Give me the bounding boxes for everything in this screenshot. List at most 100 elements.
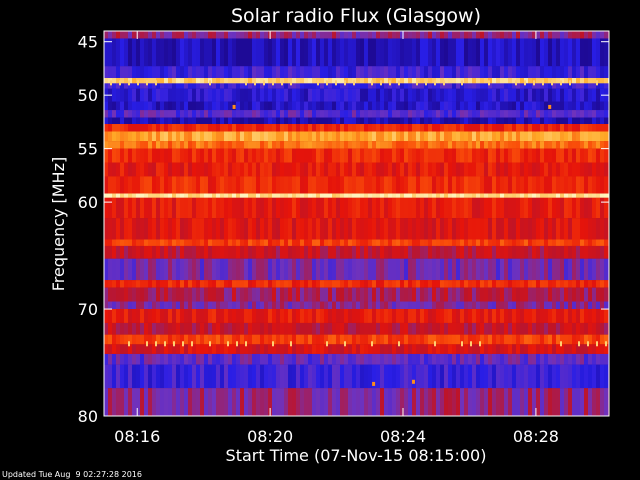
heatmap-cell: [420, 301, 424, 310]
heatmap-cell: [504, 78, 508, 84]
heatmap-cell: [592, 193, 596, 198]
heatmap-cell: [112, 124, 116, 132]
heatmap-cell: [452, 66, 456, 79]
heatmap-cell: [328, 239, 332, 246]
heatmap-cell: [180, 66, 184, 79]
heatmap-cell: [304, 322, 308, 335]
heatmap-cell: [576, 280, 580, 288]
heatmap-cell: [540, 218, 544, 240]
heatmap-cell: [568, 197, 572, 219]
heatmap-cell: [572, 309, 576, 323]
heatmap-cell: [220, 344, 224, 354]
heatmap-cell: [340, 258, 344, 281]
heatmap-cell: [448, 88, 452, 102]
heatmap-cell: [536, 38, 540, 67]
heatmap-cell: [528, 110, 532, 118]
heatmap-cell: [484, 66, 488, 79]
heatmap-cell: [564, 245, 568, 259]
heatmap-cell: [312, 344, 316, 354]
heatmap-cell: [396, 344, 400, 354]
heatmap-cell: [396, 353, 400, 365]
heatmap-cell: [236, 117, 240, 125]
heatmap-cell: [540, 280, 544, 288]
heatmap-cell: [588, 176, 592, 194]
heatmap-cell: [152, 124, 156, 132]
heatmap-cell: [352, 197, 356, 219]
heatmap-cell: [564, 322, 568, 335]
heatmap-cell: [176, 83, 180, 89]
heatmap-cell: [140, 301, 144, 310]
heatmap-cell: [316, 31, 320, 39]
heatmap-cell: [504, 334, 508, 345]
heatmap-cell: [132, 88, 136, 102]
heatmap-cell: [588, 344, 592, 354]
heatmap-cell: [248, 31, 252, 39]
heatmap-cell: [272, 31, 276, 39]
heatmap-cell: [408, 124, 412, 132]
heatmap-cell: [184, 301, 188, 310]
heatmap-cell: [104, 38, 108, 67]
heatmap-cell: [220, 309, 224, 323]
heatmap-cell: [124, 301, 128, 310]
heatmap-cell: [196, 344, 200, 354]
heatmap-cell: [352, 322, 356, 335]
heatmap-cell: [488, 239, 492, 246]
heatmap-cell: [288, 258, 292, 281]
heatmap-cell: [204, 301, 208, 310]
heatmap-cell: [528, 141, 532, 149]
heatmap-cell: [224, 31, 228, 39]
heatmap-cell: [500, 334, 504, 345]
heatmap-cell: [140, 334, 144, 345]
heatmap-cell: [356, 38, 360, 67]
heatmap-cell: [248, 117, 252, 125]
heatmap-cell: [604, 239, 608, 246]
heatmap-cell: [464, 280, 468, 288]
heatmap-cell: [296, 38, 300, 67]
heatmap-cell: [236, 239, 240, 246]
heatmap-cell: [500, 364, 504, 389]
heatmap-cell: [280, 88, 284, 102]
heatmap-cell: [380, 301, 384, 310]
heatmap-cell: [444, 388, 448, 416]
heatmap-cell: [400, 162, 404, 177]
heatmap-cell: [512, 31, 516, 39]
heatmap-cell: [200, 131, 204, 142]
heatmap-cell: [596, 176, 600, 194]
heatmap-cell: [416, 239, 420, 246]
heatmap-cell: [136, 218, 140, 240]
heatmap-cell: [300, 131, 304, 142]
heatmap-cell: [548, 141, 552, 149]
heatmap-cell: [324, 148, 328, 163]
heatmap-cell: [480, 344, 484, 354]
heatmap-cell: [344, 364, 348, 389]
spike-mark: [155, 341, 157, 347]
heatmap-cell: [444, 239, 448, 246]
heatmap-cell: [488, 110, 492, 118]
heatmap-cell: [308, 193, 312, 198]
heatmap-cell: [236, 124, 240, 132]
heatmap-cell: [240, 38, 244, 67]
heatmap-cell: [396, 309, 400, 323]
heatmap-cell: [148, 117, 152, 125]
heatmap-cell: [228, 245, 232, 259]
heatmap-cell: [420, 88, 424, 102]
heatmap-cell: [312, 301, 316, 310]
heatmap-cell: [416, 245, 420, 259]
heatmap-cell: [324, 258, 328, 281]
heatmap-cell: [280, 309, 284, 323]
heatmap-cell: [572, 334, 576, 345]
heatmap-cell: [272, 88, 276, 102]
heatmap-cell: [548, 124, 552, 132]
heatmap-cell: [496, 322, 500, 335]
heatmap-cell: [432, 83, 436, 89]
heatmap-cell: [512, 280, 516, 288]
heatmap-cell: [292, 88, 296, 102]
heatmap-cell: [144, 83, 148, 89]
heatmap-cell: [448, 218, 452, 240]
heatmap-cell: [212, 334, 216, 345]
heatmap-cell: [104, 287, 108, 302]
heatmap-cell: [544, 388, 548, 416]
heatmap-cell: [188, 110, 192, 118]
heatmap-cell: [556, 131, 560, 142]
heatmap-cell: [288, 148, 292, 163]
